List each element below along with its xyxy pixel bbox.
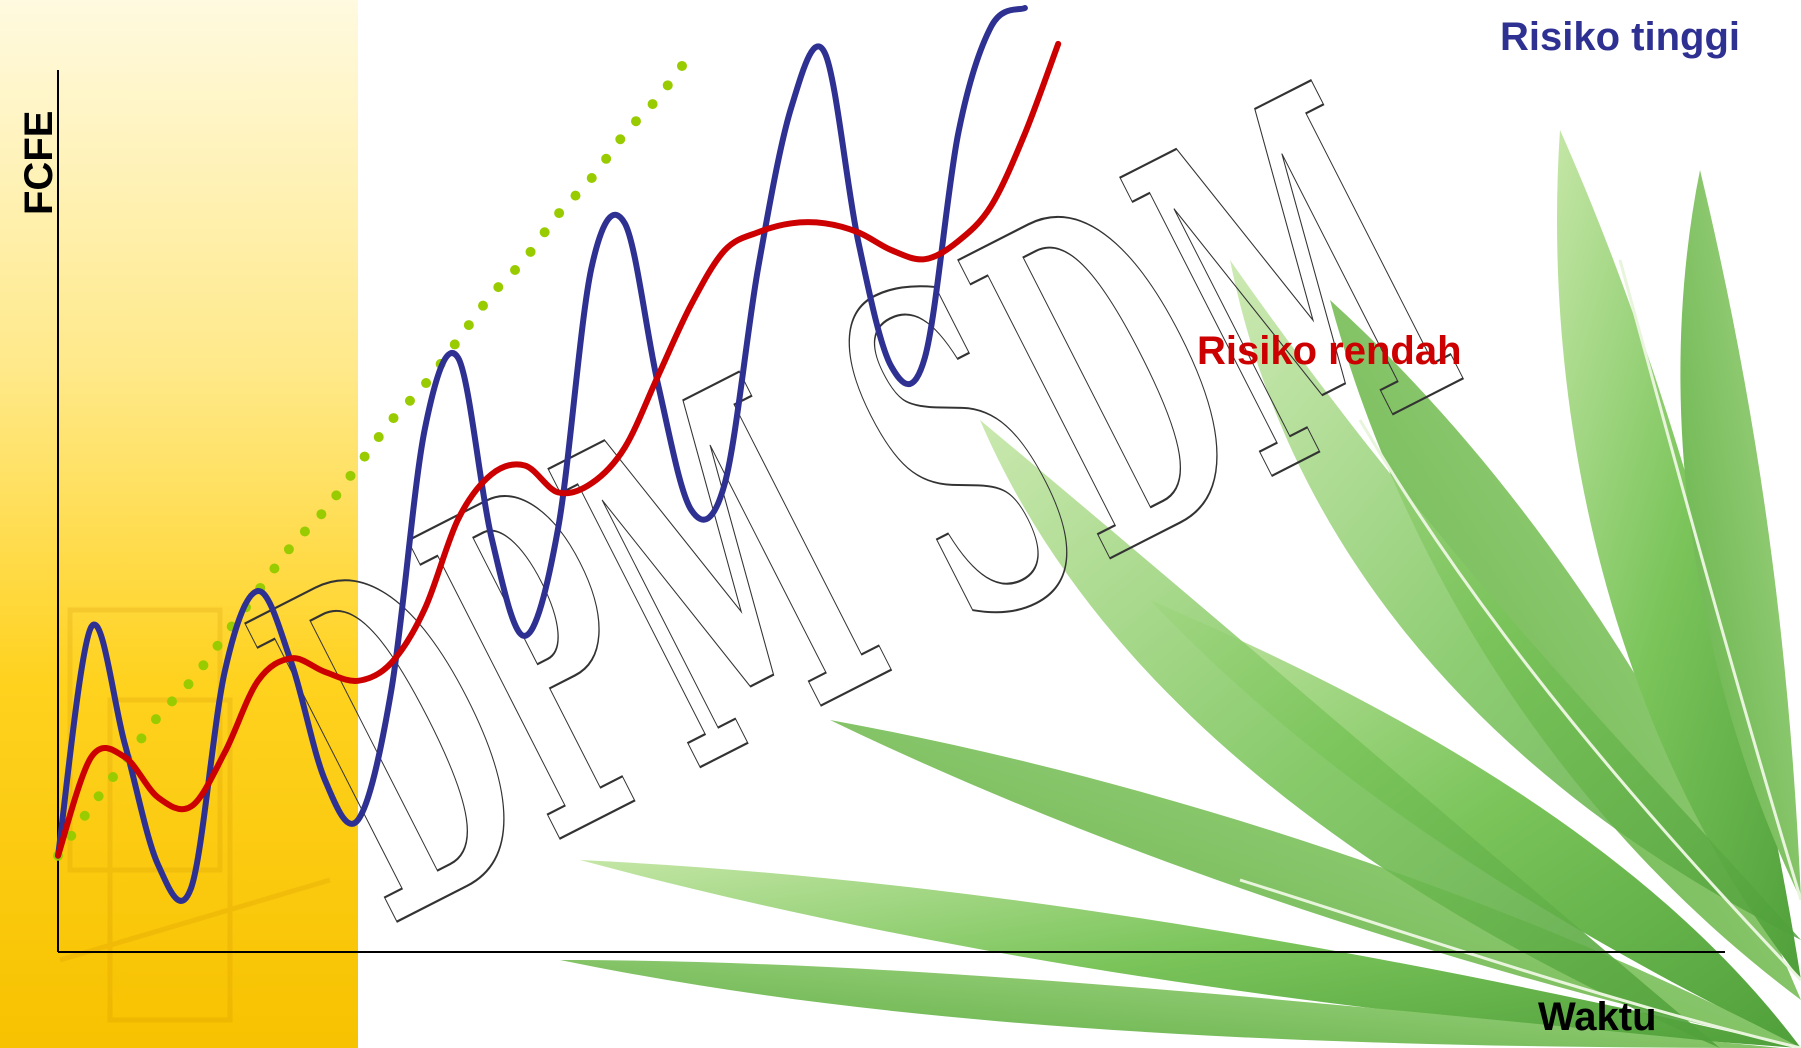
x-axis-label: Waktu <box>1538 995 1657 1039</box>
series-label-risiko-tinggi: Risiko tinggi <box>1500 15 1740 59</box>
series-risiko-tinggi-line <box>55 5 1028 904</box>
y-axis-label: FCFE <box>17 111 61 215</box>
leaves-decor <box>560 130 1801 1048</box>
series-label-risiko-rendah: Risiko rendah <box>1197 329 1462 373</box>
series-risiko-rendah-line <box>55 40 1062 859</box>
gold-side-panel <box>0 0 358 1048</box>
series-trend-line <box>53 47 697 861</box>
